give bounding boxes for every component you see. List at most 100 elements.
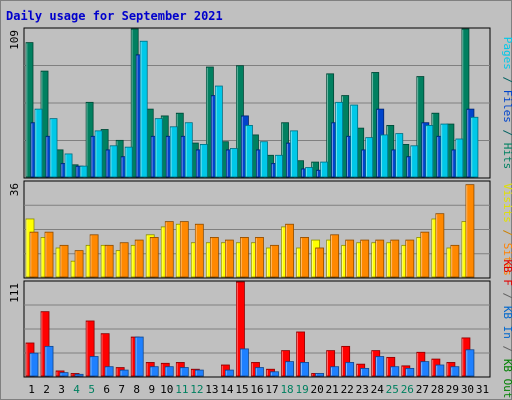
bar-kb-in — [450, 366, 460, 377]
panel-3: 111 KB F / KB In / KB Out — [8, 259, 512, 398]
bar-kb-in — [179, 367, 189, 377]
bar-pages — [169, 126, 178, 178]
x-tick-label: 7 — [118, 383, 125, 396]
side-legend-part: Sites — [501, 243, 512, 276]
x-tick-label: 5 — [88, 383, 95, 396]
bar-sites — [465, 184, 475, 278]
bar-kb-in — [194, 369, 204, 377]
bar-pages — [184, 122, 193, 178]
bar-kb-in — [119, 369, 129, 377]
bar-pages — [365, 137, 374, 178]
bar-sites — [315, 247, 325, 278]
side-legend-part: / — [501, 123, 512, 143]
x-tick-label: 6 — [103, 383, 110, 396]
x-tick-label: 15 — [235, 383, 248, 396]
bar-kb-in — [420, 361, 430, 377]
bar-sites — [345, 239, 355, 278]
bar-pages — [320, 161, 329, 178]
x-tick-label: 22 — [341, 383, 354, 396]
side-legend-part: / — [501, 339, 512, 359]
bar-pages — [199, 144, 208, 178]
bar-pages — [109, 145, 118, 178]
bar-sites — [44, 231, 54, 278]
bar-sites — [450, 244, 460, 278]
x-tick-label: 19 — [295, 383, 308, 396]
x-tick-label: 25 — [386, 383, 399, 396]
bar-sites — [375, 239, 385, 278]
bar-pages — [440, 123, 449, 178]
bar-sites — [59, 244, 69, 278]
bar-sites — [149, 237, 159, 278]
x-tick-label: 13 — [205, 383, 218, 396]
panel-2: 36 Visits / Sites — [8, 180, 512, 279]
bar-sites — [179, 221, 189, 278]
bar-kb-in — [255, 367, 264, 377]
bar-sites — [300, 237, 309, 278]
bar-kb-in — [44, 345, 54, 377]
bar-pages — [470, 116, 479, 178]
bar-kb-in — [270, 371, 279, 377]
bar-sites — [104, 244, 114, 278]
bar-pages — [380, 134, 389, 178]
bar-pages — [230, 148, 238, 178]
bar-pages — [425, 125, 434, 178]
bar-sites — [164, 221, 174, 278]
side-legend-part: / — [501, 286, 512, 306]
x-tick-label: 3 — [58, 383, 65, 396]
bar-sites — [285, 223, 294, 278]
bar-pages — [154, 118, 163, 178]
y-max-label: 111 — [8, 283, 21, 303]
y-max-label: 109 — [8, 30, 21, 50]
bar-pages — [395, 133, 404, 178]
bar-sites — [420, 231, 430, 278]
x-tick-label: 4 — [73, 383, 80, 396]
x-tick-label: 8 — [133, 383, 140, 396]
bar-kb-in — [59, 372, 69, 377]
side-legend-part: Files — [501, 90, 512, 123]
bar-pages — [305, 167, 313, 178]
bar-sites — [240, 237, 249, 278]
bar-hits — [25, 42, 34, 178]
bar-pages — [290, 130, 298, 178]
bar-kb-in — [345, 362, 355, 377]
bar-kb-in — [405, 367, 415, 377]
side-legend-part: KB Out — [501, 359, 512, 399]
chart-title: Daily usage for September 2021 — [6, 9, 223, 23]
x-axis-labels: 1 2 3 4 5 6 7 8 9 10 11 12 13 14 15 16 17 18 19 20 21 22 23 24 2… — [28, 383, 489, 396]
bar-sites — [194, 223, 204, 278]
side-legend: KB F / KB In / KB Out — [501, 259, 512, 398]
bar-kb-in — [435, 364, 445, 377]
x-tick-label: 11 — [175, 383, 188, 396]
bar-kb-in — [74, 373, 84, 377]
side-legend: Visits / Sites — [501, 183, 512, 276]
bar-sites — [270, 244, 279, 278]
x-tick-label: 27 — [416, 383, 429, 396]
bar-pages — [410, 145, 419, 178]
x-tick-label: 31 — [476, 383, 489, 396]
x-tick-label: 9 — [148, 383, 155, 396]
bar-sites — [209, 237, 219, 278]
bar-sites — [89, 234, 99, 278]
bar-pages — [124, 146, 133, 178]
bar-sites — [119, 242, 129, 278]
bar-sites — [360, 239, 370, 278]
y-max-label: 36 — [8, 183, 21, 196]
bar-sites — [74, 250, 84, 278]
side-legend-part: KB F — [501, 259, 512, 286]
bar-kb-in — [330, 366, 340, 377]
bar-pages — [79, 165, 88, 178]
side-legend-part: / — [501, 223, 512, 243]
side-legend-part: Hits — [501, 143, 512, 170]
bar-kb-in — [240, 348, 249, 377]
x-tick-label: 20 — [311, 383, 324, 396]
bar-pages — [139, 40, 148, 178]
bar-sites — [225, 239, 234, 278]
x-tick-label: 17 — [265, 383, 278, 396]
bar-kb-in — [134, 336, 144, 377]
x-tick-label: 28 — [431, 383, 444, 396]
x-tick-label: 14 — [220, 383, 234, 396]
bar-kb-in — [149, 366, 159, 377]
x-tick-label: 21 — [326, 383, 339, 396]
